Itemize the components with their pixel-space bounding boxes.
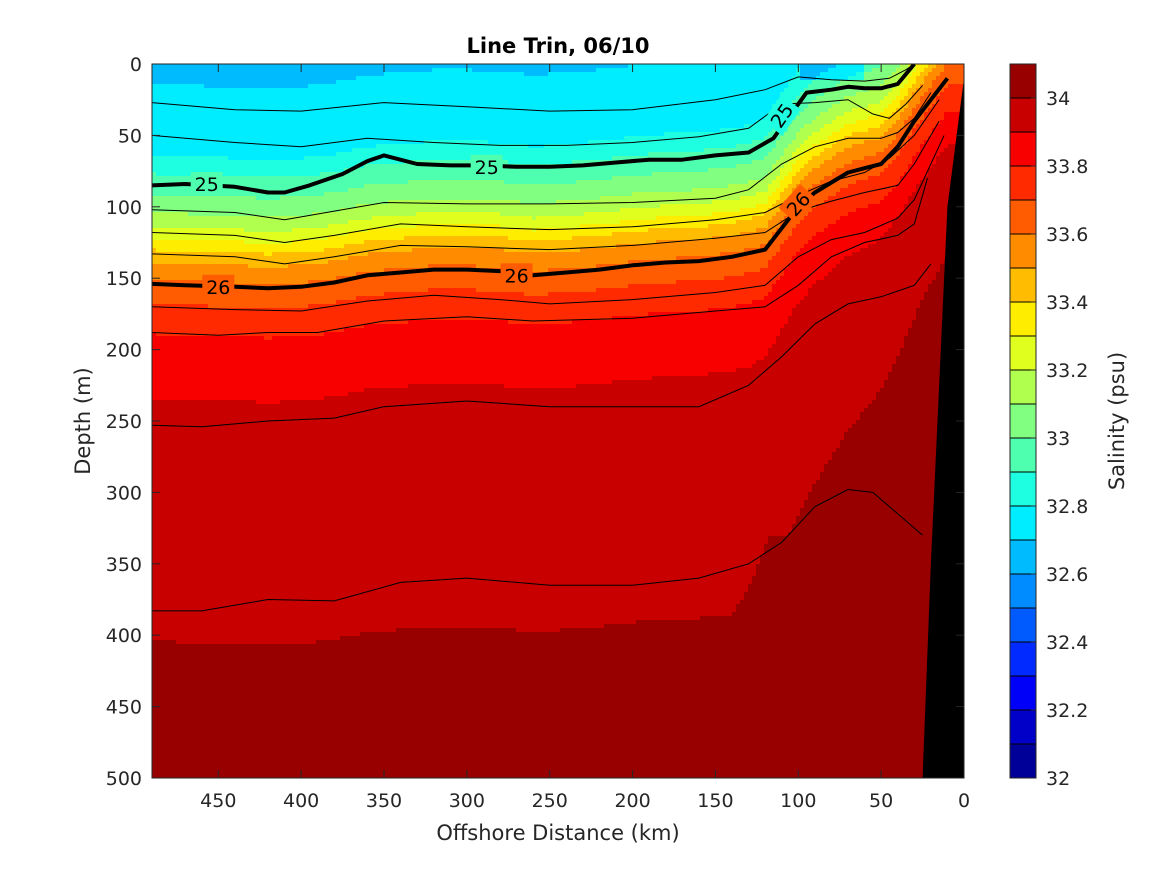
x-tick-label: 300 — [449, 790, 485, 812]
thin-contour-1 — [152, 85, 923, 148]
colorbar-band — [1010, 132, 1036, 167]
colorbar-band — [1010, 64, 1036, 99]
density-contour-25 — [152, 64, 916, 195]
colorbar-band — [1010, 268, 1036, 303]
thin-contour-5 — [152, 135, 945, 312]
thin-density-contours — [152, 64, 945, 612]
y-tick-label: 500 — [106, 768, 142, 790]
colorbar-tick-label: 33.8 — [1046, 156, 1088, 178]
bold-density-contours — [152, 64, 949, 291]
y-tick-label: 450 — [106, 697, 142, 719]
colorbar-tick-label: 33.6 — [1046, 224, 1088, 246]
colorbar-band — [1010, 744, 1036, 779]
colorbar-band — [1010, 336, 1036, 371]
chart-title: Line Trin, 06/10 — [466, 34, 649, 58]
colorbar-band — [1010, 642, 1036, 677]
thin-contour-0 — [152, 64, 915, 112]
colorbar-band — [1010, 540, 1036, 575]
colorbar-band — [1010, 404, 1036, 439]
x-tick-label: 450 — [200, 790, 236, 812]
colorbar-band — [1010, 438, 1036, 473]
x-tick-label: 150 — [697, 790, 733, 812]
x-tick-label: 50 — [869, 790, 893, 812]
thin-contour-6 — [152, 178, 928, 336]
x-axis-ticks: 450 400 350 300 250 200 150 100 50 0 — [200, 64, 970, 812]
thin-contour-8 — [152, 488, 923, 612]
contour-label-0: 25 — [190, 172, 223, 196]
colorbar-tick-label: 32.2 — [1046, 700, 1088, 722]
x-tick-label: 400 — [283, 790, 319, 812]
thin-contour-2 — [152, 92, 932, 221]
colorbar-tick-label: 33.4 — [1046, 292, 1088, 314]
seafloor-bathymetry — [922, 64, 964, 778]
colorbar-label: Salinity (psu) — [1105, 352, 1129, 490]
y-tick-label: 0 — [130, 54, 142, 76]
colorbar-band — [1010, 506, 1036, 541]
contour-label-4: 26 — [500, 263, 533, 288]
density-contour-26 — [152, 77, 949, 291]
y-tick-label: 350 — [106, 554, 142, 576]
y-tick-label: 200 — [106, 340, 142, 362]
colorbar-band — [1010, 472, 1036, 507]
colorbar-tick-label: 32 — [1046, 768, 1070, 790]
salinity-filled-contours — [152, 64, 964, 778]
colorbar-band — [1010, 676, 1036, 711]
colorbar-band — [1010, 98, 1036, 133]
colorbar-band — [1010, 608, 1036, 643]
thin-contour-4 — [152, 120, 940, 265]
contour-label-3: 26 — [202, 274, 235, 299]
y-tick-label: 50 — [118, 125, 142, 147]
colorbar-band — [1010, 200, 1036, 235]
x-tick-label: 350 — [366, 790, 402, 812]
x-tick-label: 250 — [532, 790, 568, 812]
colorbar-band — [1010, 234, 1036, 269]
colorbar-tick-label: 33.2 — [1046, 360, 1088, 382]
colorbar-band — [1010, 574, 1036, 609]
y-tick-label: 100 — [106, 197, 142, 219]
x-tick-label: 100 — [780, 790, 816, 812]
x-tick-label: 200 — [614, 790, 650, 812]
contour-label-1: 25 — [470, 154, 503, 179]
y-tick-label: 300 — [106, 482, 142, 504]
colorbar-band — [1010, 370, 1036, 405]
y-axis-label: Depth (m) — [71, 367, 95, 474]
colorbar-band — [1010, 302, 1036, 337]
y-tick-label: 150 — [106, 268, 142, 290]
x-axis-label: Offshore Distance (km) — [436, 821, 679, 845]
colorbar-frame — [1009, 63, 1037, 779]
x-tick-label: 0 — [958, 790, 970, 812]
colorbar: 32 32.2 32.4 32.6 32.8 33 33.2 33.4 33.6 33.8 34 — [1009, 63, 1088, 790]
thin-contour-7 — [152, 263, 932, 428]
y-axis-ticks: 0 50 100 150 200 250 300 350 400 450 500 — [106, 54, 964, 790]
y-tick-label: 400 — [106, 625, 142, 647]
colorbar-tick-label: 32.6 — [1046, 564, 1088, 586]
y-tick-label: 250 — [106, 411, 142, 433]
colorbar-tick-label: 32.8 — [1046, 496, 1088, 518]
colorbar-band — [1010, 166, 1036, 201]
colorbar-band — [1010, 710, 1036, 745]
colorbar-tick-label: 33 — [1046, 428, 1070, 450]
colorbar-tick-label: 32.4 — [1046, 632, 1088, 654]
colorbar-tick-label: 34 — [1046, 88, 1070, 110]
